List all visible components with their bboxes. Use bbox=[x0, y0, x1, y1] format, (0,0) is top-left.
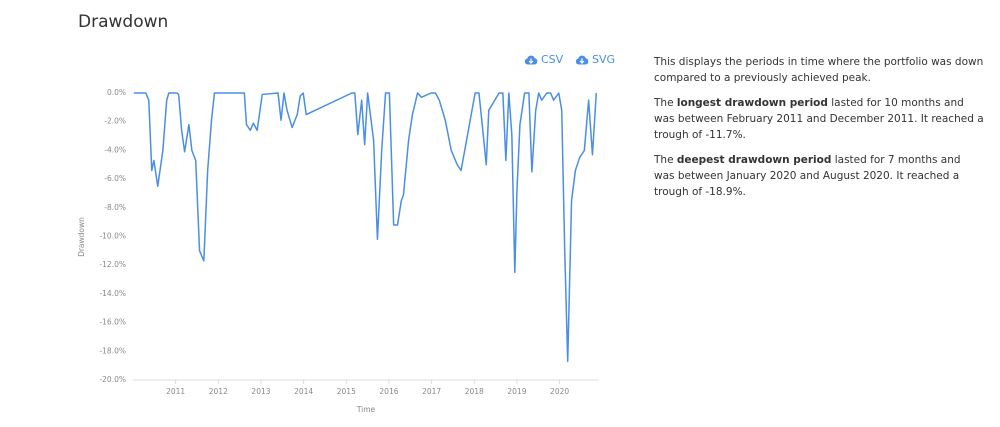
text: The bbox=[654, 154, 677, 166]
y-tick-label: -14.0% bbox=[99, 289, 126, 298]
x-tick-label: 2013 bbox=[251, 387, 270, 396]
y-tick-label: -2.0% bbox=[104, 117, 126, 126]
x-tick-label: 2011 bbox=[166, 387, 185, 396]
x-axis-title: Time bbox=[356, 405, 376, 414]
text: lasted for 10 months and was between Feb… bbox=[654, 97, 984, 141]
y-tick-label: 0.0% bbox=[107, 88, 126, 97]
cloud-icon bbox=[524, 55, 538, 64]
cloud-icon bbox=[575, 55, 589, 64]
page-title: Drawdown bbox=[78, 12, 169, 32]
y-tick-label: -8.0% bbox=[104, 203, 126, 212]
deepest-paragraph: The deepest drawdown period lasted for 7… bbox=[654, 152, 984, 200]
x-tick-label: 2020 bbox=[550, 387, 569, 396]
y-tick-label: -4.0% bbox=[104, 145, 126, 154]
y-tick-label: -18.0% bbox=[99, 346, 126, 355]
text: The bbox=[654, 97, 677, 109]
x-tick-label: 2015 bbox=[337, 387, 356, 396]
x-tick-label: 2017 bbox=[422, 387, 441, 396]
x-tick-label: 2019 bbox=[507, 387, 526, 396]
x-tick-label: 2018 bbox=[465, 387, 484, 396]
line-series bbox=[133, 92, 598, 363]
svg-label: SVG bbox=[592, 53, 616, 66]
x-tick-label: 2014 bbox=[294, 387, 313, 396]
chart: Time Drawdown 0.0% -2.0% -4.0% -6.0% -8.0% -1… bbox=[77, 88, 598, 414]
x-tick-label: 2012 bbox=[209, 387, 228, 396]
y-tick-label: -6.0% bbox=[104, 174, 126, 183]
longest-paragraph: The longest drawdown period lasted for 1… bbox=[654, 95, 984, 143]
y-tick-label: -10.0% bbox=[99, 232, 126, 241]
bold-text: deepest drawdown period bbox=[676, 154, 832, 166]
text: lasted for 7 months and was between Janu… bbox=[654, 154, 961, 198]
csv-label: CSV bbox=[541, 53, 564, 66]
csv-button[interactable]: CSV bbox=[524, 53, 563, 66]
x-tick-label: 2016 bbox=[379, 387, 398, 396]
description: This displays the periods in time where … bbox=[654, 54, 984, 209]
intro: This displays the periods in time where … bbox=[654, 56, 984, 84]
y-tick-label: -16.0% bbox=[99, 318, 126, 327]
y-tick-label: -20.0% bbox=[99, 375, 126, 384]
bold-text: longest drawdown period bbox=[676, 97, 828, 109]
y-axis-title: Drawdown bbox=[77, 217, 86, 257]
svg-button[interactable]: SVG bbox=[575, 53, 615, 66]
y-tick-label: -12.0% bbox=[99, 260, 126, 269]
